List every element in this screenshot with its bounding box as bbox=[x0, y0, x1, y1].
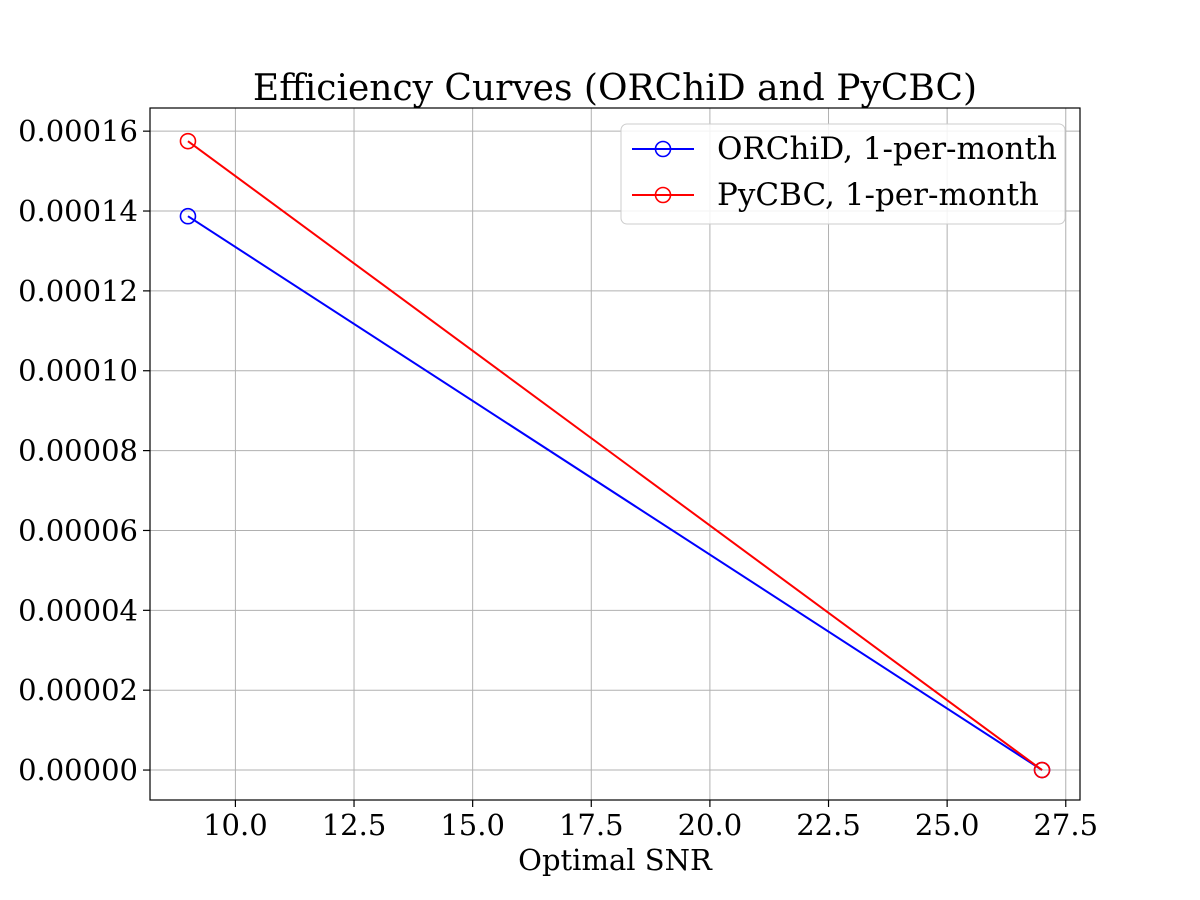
legend-box bbox=[620, 123, 1066, 225]
x-tick-label: 20.0 bbox=[678, 808, 743, 842]
series-layer bbox=[179, 132, 1051, 779]
x-axis-ticks: 10.0 12.5 15.0 17.5 20.0 22.5 25.0 27.5 bbox=[203, 800, 1098, 842]
series-line-1 bbox=[187, 215, 1043, 771]
y-tick-label: 0.00004 bbox=[18, 593, 138, 627]
grid-lines bbox=[150, 108, 1080, 800]
x-tick-label: 25.0 bbox=[915, 808, 980, 842]
x-tick-label: 27.5 bbox=[1033, 808, 1098, 842]
x-axis-label: Optimal SNR bbox=[518, 843, 713, 877]
series-2-point bbox=[1033, 761, 1051, 779]
y-tick-label: 0.00010 bbox=[18, 354, 138, 388]
y-tick-label: 0.00008 bbox=[18, 434, 138, 468]
series-line-2 bbox=[187, 140, 1043, 771]
series-2-point bbox=[179, 132, 197, 150]
chart-title: Efficiency Curves (ORChiD and PyCBC) bbox=[253, 68, 977, 109]
y-tick-label: 0.00002 bbox=[18, 673, 138, 707]
x-tick-label: 12.5 bbox=[322, 808, 387, 842]
y-axis-ticks: 0.00000 0.00002 0.00004 0.00006 0.00008 0.000… bbox=[18, 114, 150, 787]
y-tick-label: 0.00006 bbox=[18, 513, 138, 547]
x-tick-label: 10.0 bbox=[203, 808, 268, 842]
legend: ORChiD, 1-per-month PyCBC, 1-per-month bbox=[620, 123, 1066, 225]
legend-marker-2 bbox=[654, 186, 672, 204]
legend-marker-1 bbox=[654, 140, 672, 158]
series-1-point bbox=[179, 207, 197, 225]
y-tick-label: 0.00014 bbox=[18, 194, 138, 228]
plot-frame bbox=[149, 107, 1081, 801]
legend-label-1: ORChiD, 1-per-month bbox=[717, 131, 1057, 167]
y-tick-label: 0.00012 bbox=[18, 274, 138, 308]
legend-label-2: PyCBC, 1-per-month bbox=[717, 177, 1039, 213]
y-tick-label: 0.00016 bbox=[18, 114, 138, 148]
x-tick-label: 15.0 bbox=[440, 808, 505, 842]
y-tick-label: 0.00000 bbox=[18, 753, 138, 787]
x-tick-label: 22.5 bbox=[796, 808, 861, 842]
x-tick-label: 17.5 bbox=[559, 808, 624, 842]
legend-items: ORChiD, 1-per-month PyCBC, 1-per-month bbox=[632, 131, 1057, 213]
